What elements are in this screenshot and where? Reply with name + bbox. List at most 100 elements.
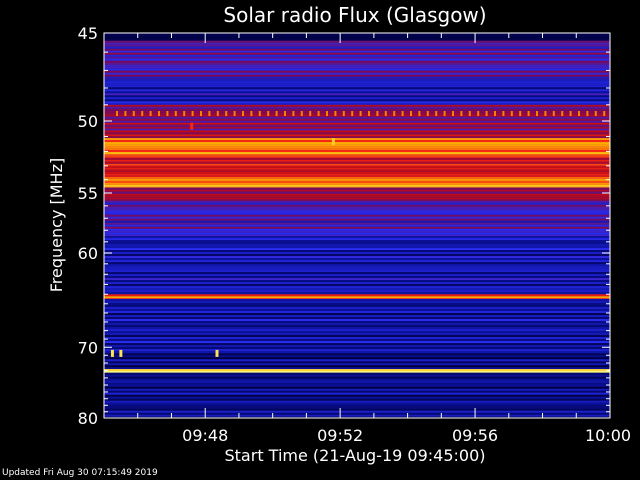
interference-dot	[527, 111, 530, 116]
band-row	[104, 335, 610, 338]
band-row	[104, 87, 610, 90]
interference-dot	[116, 111, 118, 116]
band-row	[104, 97, 610, 100]
frequency-band	[104, 187, 610, 201]
band-row	[104, 307, 610, 310]
band-row	[104, 333, 610, 336]
interference-dot	[594, 111, 597, 116]
band-row	[104, 161, 610, 164]
interference-dot	[284, 111, 286, 116]
band-row	[104, 286, 610, 289]
band-row	[104, 410, 610, 413]
band-row	[104, 260, 610, 263]
band-row	[104, 148, 610, 151]
band-row	[104, 79, 610, 82]
band-row	[104, 288, 610, 291]
band-row	[104, 70, 610, 73]
band-row	[104, 116, 610, 119]
frequency-band	[104, 155, 610, 177]
band-row	[104, 204, 610, 207]
band-row	[104, 81, 610, 84]
x-axis: 09:48 09:52 09:56 10:00	[103, 33, 631, 445]
band-row	[104, 128, 610, 131]
band-row	[104, 214, 610, 217]
band-row	[104, 89, 610, 92]
band-row	[104, 216, 610, 219]
band-row	[104, 144, 610, 147]
band-row	[104, 372, 610, 375]
band-row	[104, 218, 610, 221]
band-row	[104, 299, 610, 302]
band-row	[104, 345, 610, 348]
interference-dot	[334, 111, 337, 116]
band-row	[104, 152, 610, 155]
interference-dot	[502, 111, 505, 116]
interference-dot	[569, 111, 572, 116]
band-row	[104, 341, 610, 344]
interference-dot	[200, 111, 202, 116]
band-row	[104, 184, 610, 187]
band-row	[104, 396, 610, 399]
band-row	[104, 301, 610, 304]
band-row	[104, 175, 610, 177]
y-axis-label: Frequency [MHz]	[47, 158, 66, 292]
band-row	[104, 110, 610, 113]
burst-spike	[215, 349, 219, 357]
band-row	[104, 85, 610, 88]
band-row	[104, 191, 610, 194]
interference-dot	[418, 111, 421, 116]
interference-dot	[384, 111, 387, 116]
band-row	[104, 54, 610, 57]
interference-dot	[578, 111, 580, 116]
band-row	[104, 296, 610, 299]
band-row	[104, 195, 610, 198]
band-row	[104, 369, 610, 372]
band-row	[104, 351, 610, 354]
band-row	[104, 163, 610, 166]
band-row	[104, 202, 610, 205]
band-row	[104, 402, 610, 405]
band-row	[104, 37, 610, 39]
band-row	[104, 210, 610, 213]
band-row	[104, 331, 610, 334]
band-row	[104, 197, 610, 200]
chart-title: Solar radio Flux (Glasgow)	[223, 3, 486, 27]
burst-spike	[331, 138, 335, 146]
band-row	[104, 256, 610, 259]
band-row	[104, 400, 610, 403]
band-row	[104, 44, 610, 47]
interference-dot	[376, 111, 379, 116]
band-row	[104, 62, 610, 65]
band-row	[104, 388, 610, 391]
band-row	[104, 68, 610, 71]
band-row	[104, 371, 610, 373]
band-row	[104, 367, 610, 370]
interference-dot	[225, 111, 228, 116]
x-tick-label: 09:48	[182, 426, 228, 445]
band-row	[104, 132, 610, 135]
band-row	[104, 78, 610, 80]
band-row	[104, 91, 610, 94]
band-row	[104, 103, 610, 105]
band-row	[104, 274, 610, 277]
band-row	[104, 294, 610, 297]
interference-dot	[242, 111, 244, 116]
band-row	[104, 167, 610, 170]
band-row	[104, 244, 610, 247]
interference-dot	[275, 111, 278, 116]
band-row	[104, 230, 610, 233]
interference-dot	[191, 111, 194, 116]
y-axis: 45 50 55 60 70 80	[78, 24, 610, 428]
band-row	[104, 232, 610, 235]
interference-dot	[468, 111, 471, 116]
band-row	[104, 199, 610, 201]
band-row	[104, 66, 610, 69]
band-row	[104, 228, 610, 231]
interference-dot	[460, 111, 463, 116]
band-row	[104, 224, 610, 227]
y-tick-label: 80	[78, 409, 98, 428]
band-row	[104, 104, 610, 107]
band-row	[104, 186, 610, 188]
band-row	[104, 212, 610, 215]
